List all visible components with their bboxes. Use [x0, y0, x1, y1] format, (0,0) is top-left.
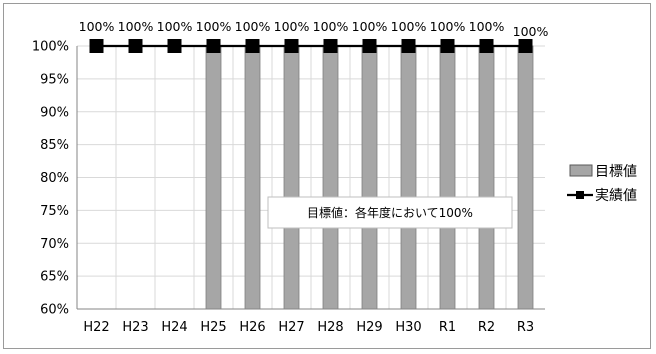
target-bar [244, 45, 261, 310]
actual-marker [167, 39, 182, 53]
actual-marker [206, 39, 221, 53]
actual-marker [440, 39, 455, 53]
x-tick-label: H25 [200, 320, 226, 335]
data-label: 100% [118, 19, 154, 34]
target-bar [205, 45, 222, 310]
axes: 60% 65% 70% 75% 80% 85% 90% 95% 100% H22 H23 H24 H25… [32, 40, 545, 335]
actual-marker [362, 39, 377, 53]
gridlines [77, 45, 545, 309]
data-labels: 100% 100% 100% 100% 100% 100% 100% 100% 100% 100%… [79, 19, 549, 39]
legend: 目標値 実績値 [567, 164, 637, 204]
x-tick-label: R3 [517, 320, 534, 335]
data-label: 100% [430, 19, 466, 34]
data-label: 100% [391, 19, 427, 34]
legend-label-target: 目標値 [595, 164, 637, 180]
target-bar [439, 45, 456, 310]
y-tick-label: 60% [40, 303, 69, 318]
actual-marker [284, 39, 299, 53]
y-tick-label: 95% [40, 72, 69, 87]
y-tick-label: 80% [40, 171, 69, 186]
bars [205, 45, 534, 310]
actual-marker [518, 39, 533, 53]
x-tick-label: H26 [239, 320, 265, 335]
y-tick-label: 75% [40, 204, 69, 219]
data-label: 100% [313, 19, 349, 34]
x-tick-label: H22 [83, 320, 109, 335]
target-bar [283, 45, 300, 310]
legend-label-actual: 実績値 [595, 188, 637, 204]
data-label: 100% [513, 24, 549, 39]
target-bar [400, 45, 417, 310]
x-tick-label: R2 [478, 320, 495, 335]
y-tick-label: 65% [40, 270, 69, 285]
x-tick-label: H30 [395, 320, 421, 335]
legend-swatch-target [569, 164, 593, 177]
annotation-box [267, 196, 513, 229]
actual-line [89, 39, 533, 53]
data-label: 100% [79, 19, 115, 34]
x-tick-label: H27 [278, 320, 304, 335]
y-tick-label: 100% [32, 40, 69, 55]
x-tick-label: H24 [161, 320, 187, 335]
data-label: 100% [157, 19, 193, 34]
actual-marker [323, 39, 338, 53]
x-tick-label: H28 [317, 320, 343, 335]
target-bar [478, 45, 495, 310]
target-bar [517, 45, 534, 310]
data-label: 100% [274, 19, 310, 34]
legend-marker-actual [576, 191, 584, 199]
data-label: 100% [196, 19, 232, 34]
actual-marker [89, 39, 104, 53]
annotation-text: 目標値：各年度において100% [307, 205, 473, 220]
y-tick-label: 90% [40, 105, 69, 120]
target-bar [361, 45, 378, 310]
actual-marker [401, 39, 416, 53]
actual-marker [128, 39, 143, 53]
x-tick-label: H29 [356, 320, 382, 335]
actual-marker [245, 39, 260, 53]
y-tick-label: 85% [40, 138, 69, 153]
data-label: 100% [235, 19, 271, 34]
data-label: 100% [469, 19, 505, 34]
x-tick-label: R1 [439, 320, 456, 335]
actual-marker [479, 39, 494, 53]
data-label: 100% [352, 19, 388, 34]
y-tick-label: 70% [40, 237, 69, 252]
x-tick-label: H23 [122, 320, 148, 335]
target-bar [322, 45, 339, 310]
annotation: 目標値：各年度において100% [267, 196, 513, 229]
